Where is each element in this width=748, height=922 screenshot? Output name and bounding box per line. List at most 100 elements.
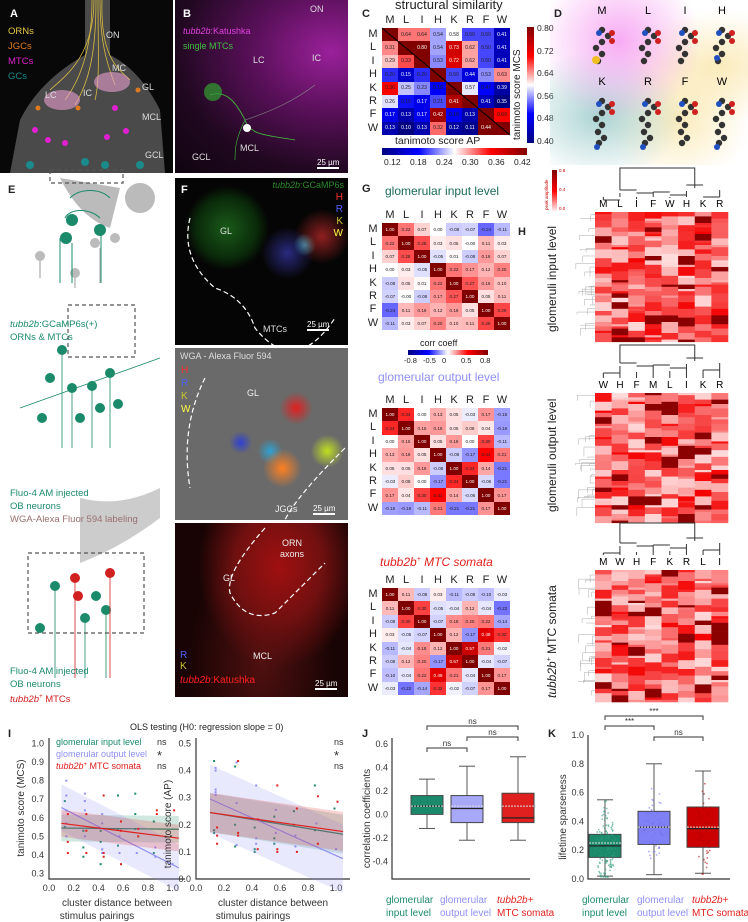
- column-header: K: [450, 14, 458, 26]
- carbon-atom: [677, 57, 685, 65]
- data-point: [607, 836, 610, 838]
- matrix-cell: 1.00: [478, 668, 494, 682]
- matrix-cell: 0.05: [430, 434, 446, 449]
- molecule-H: H: [712, 5, 735, 65]
- column-header: K: [450, 209, 458, 221]
- input-correlation-matrix: M M L L I I H H K K R R F F W W 1.00 0.22 0.07 0.00 -0.08 -0.…: [368, 209, 510, 331]
- data-point: [653, 827, 656, 829]
- matrix-cell: 0.00: [462, 434, 478, 449]
- region-gcl: GCL: [145, 150, 164, 160]
- x-axis-label: stimulus pairings: [216, 911, 290, 922]
- data-point: [598, 840, 601, 843]
- data-point: [658, 822, 661, 824]
- row-header: K: [369, 81, 377, 94]
- matrix-cell: 0.49: [478, 628, 494, 642]
- data-point: [253, 850, 256, 853]
- matrix-cell: 0.30: [478, 434, 494, 449]
- data-point: [704, 830, 707, 833]
- data-point: [82, 846, 85, 849]
- matrix-cell: 0.64: [414, 28, 430, 42]
- data-point: [604, 868, 607, 871]
- data-point: [654, 832, 657, 835]
- matrix-cell: 0.20: [430, 316, 446, 331]
- data-point: [658, 825, 661, 827]
- data-point: [173, 809, 176, 812]
- data-point: [611, 821, 614, 824]
- data-point: [597, 849, 599, 851]
- matrix-cell: 0.15: [398, 434, 414, 449]
- data-point: [603, 827, 606, 829]
- axis-line: [48, 738, 185, 880]
- matrix-cell: 0.29: [478, 316, 494, 331]
- matrix-cell: -0.11: [494, 223, 510, 237]
- matrix-cell: 0.05: [478, 290, 494, 304]
- caption-line: WGA-Alexa Fluor 594 labeling: [10, 514, 138, 525]
- region-mcl: MCL: [253, 651, 273, 661]
- matrix-cell: 0.12: [462, 601, 478, 615]
- data-point: [600, 847, 602, 849]
- matrix-cell: 0.21: [446, 668, 462, 682]
- matrix-cell: 0.15: [398, 68, 414, 82]
- matrix-cell: 0.28: [398, 249, 414, 264]
- matrix-cell: 0.22: [398, 223, 414, 237]
- data-point: [697, 810, 700, 813]
- matrix-cell: 0.16: [478, 249, 494, 264]
- matrix-cell: 0.13: [462, 108, 478, 122]
- data-point: [600, 875, 603, 877]
- data-point: [609, 859, 612, 861]
- matrix-cell: 0.25: [398, 81, 414, 95]
- column-header: R: [466, 209, 474, 221]
- data-point: [596, 831, 598, 833]
- data-point: [659, 825, 662, 828]
- data-point: [600, 838, 603, 841]
- matrix-cell: -0.04: [398, 668, 414, 682]
- data-point: [234, 765, 237, 768]
- panel-b-micrograph: B tubb2b:Katushka single MTCs ON LC IC M…: [175, 0, 348, 173]
- matrix-cell: 1.00: [494, 316, 510, 331]
- matrix-cell: 0.14: [446, 488, 462, 502]
- matrix-cell: 0.00: [382, 434, 398, 449]
- molecule-label: K: [598, 76, 606, 88]
- matrix-cell: 0.54: [430, 28, 446, 42]
- oxygen-atom: [609, 38, 615, 44]
- row-header: I: [371, 614, 375, 627]
- data-point: [102, 852, 105, 855]
- ap-tick: 0.42: [514, 157, 531, 167]
- nitrogen-atom: [640, 144, 646, 150]
- matrix-cell: 0.72: [446, 54, 462, 69]
- carbon-atom: [718, 50, 726, 58]
- data-point: [276, 848, 279, 851]
- data-point: [605, 824, 608, 826]
- significance-bracket: [426, 725, 519, 730]
- matrix-cell: 0.44: [462, 68, 478, 82]
- katushka-label: tubb2b:Katushka: [183, 26, 251, 36]
- matrix-cell: 0.00: [382, 263, 398, 277]
- scale-bar: 25 µm: [313, 504, 336, 515]
- region-lc: LC: [253, 55, 265, 65]
- region-ic: IC: [312, 53, 321, 63]
- matrix-cell: 0.26: [382, 95, 398, 109]
- scale-bar: 25 µm: [315, 679, 338, 690]
- row-header: F: [369, 668, 377, 681]
- regression-line: [61, 827, 179, 830]
- matrix-cell: 0.16: [398, 448, 414, 462]
- data-point: [705, 866, 708, 869]
- matrix-cell: 0.22: [414, 668, 430, 682]
- matrix-cell: 1.00: [446, 276, 462, 290]
- molecule-R: R: [638, 76, 661, 150]
- carbon-atom: [598, 109, 606, 117]
- region-lc: LC: [45, 90, 57, 100]
- matrix-cell: 0.05: [446, 236, 462, 250]
- oxygen-atom: [692, 38, 698, 44]
- group-label: input level: [582, 908, 627, 919]
- molecule-L: L: [638, 5, 661, 65]
- matrix-cell: 0.19: [398, 95, 414, 109]
- row-header: M: [368, 223, 378, 235]
- molecule-label: F: [682, 76, 689, 88]
- gene-name: tubb2b: [180, 675, 211, 686]
- matrix-cell: 0.01: [414, 276, 430, 290]
- data-point: [135, 852, 138, 855]
- region-on: ON: [106, 30, 120, 40]
- matrix-cell: 0.05: [414, 448, 430, 462]
- data-point: [594, 843, 596, 845]
